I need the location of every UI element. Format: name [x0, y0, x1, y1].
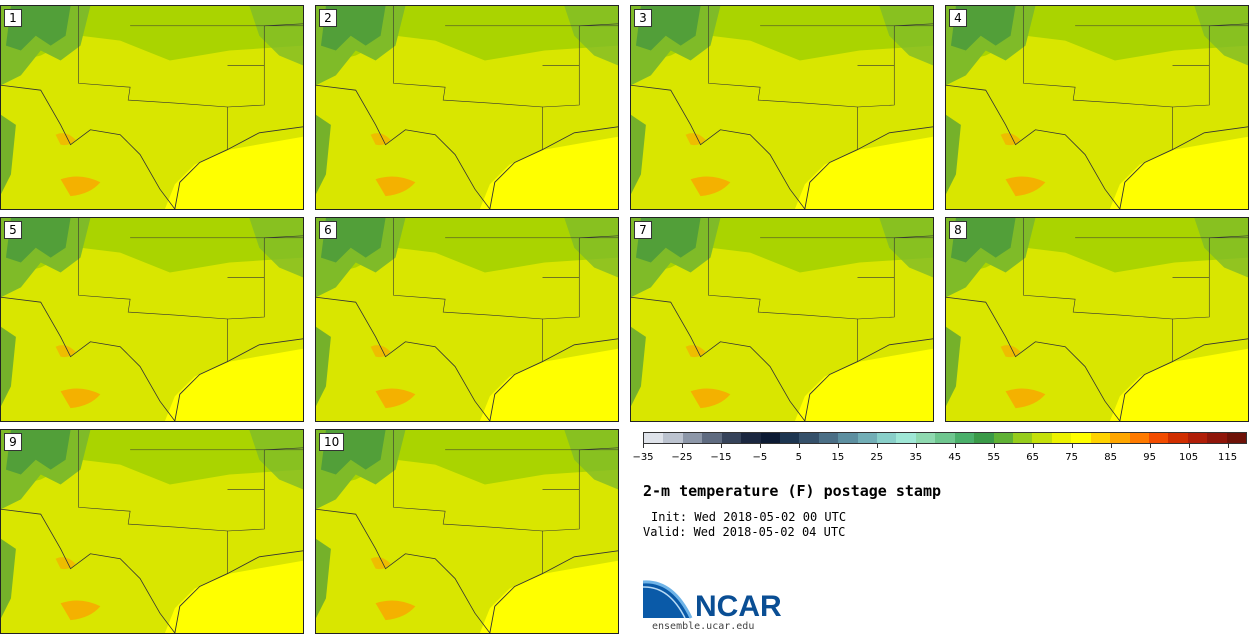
member-number: 3 — [634, 9, 652, 27]
colorbar-tick — [993, 444, 995, 448]
ncar-logo-text: NCAR — [695, 590, 782, 620]
colorbar-swatch — [663, 433, 683, 443]
init-time: Init: Wed 2018-05-02 00 UTC — [651, 510, 847, 524]
member-number: 2 — [319, 9, 337, 27]
colorbar-swatch — [896, 433, 916, 443]
colorbar-swatch — [799, 433, 819, 443]
colorbar-tick-label: 35 — [909, 452, 923, 463]
ensemble-member-map: 9 — [0, 429, 304, 634]
colorbar-ticks: −35 −25 −15 −5 5 15 25 35 45 55 65 75 85 95 105 115 — [632, 444, 1247, 466]
colorbar-tick — [798, 444, 800, 448]
colorbar-tick-label: 55 — [987, 452, 1001, 463]
colorbar-swatch — [682, 433, 703, 443]
valid-time: Valid: Wed 2018-05-02 04 UTC — [643, 525, 846, 539]
colorbar-tick — [1032, 444, 1034, 448]
colorbar-tick-label: 105 — [1179, 452, 1199, 463]
colorbar-tick — [681, 444, 683, 448]
colorbar-swatch — [779, 433, 800, 443]
colorbar-tick-label: 5 — [795, 452, 803, 463]
colorbar-tick-label: 65 — [1026, 452, 1040, 463]
colorbar — [643, 432, 1247, 444]
colorbar-tick-label: 85 — [1104, 452, 1117, 463]
ensemble-member-map: 8 — [945, 217, 1249, 422]
colorbar-swatch — [702, 433, 722, 443]
colorbar-swatch — [818, 433, 839, 443]
colorbar-swatch — [644, 433, 664, 443]
colorbar-swatch — [721, 433, 742, 443]
colorbar-tick-label: 75 — [1065, 452, 1079, 463]
colorbar-tick — [837, 444, 839, 448]
ensemble-member-map: 4 — [945, 5, 1249, 210]
ensemble-member-map: 6 — [315, 217, 619, 422]
colorbar-swatch — [1187, 433, 1208, 443]
colorbar-tick-label: 115 — [1217, 452, 1238, 463]
chart-title: 2-m temperature (F) postage stamp — [643, 482, 942, 500]
ncar-logo: NCAR — [643, 580, 782, 620]
colorbar-swatch — [877, 433, 897, 443]
colorbar-tick-label: 15 — [831, 452, 845, 463]
colorbar-tick — [1227, 444, 1229, 448]
member-number: 7 — [634, 221, 652, 239]
colorbar-swatch — [974, 433, 994, 443]
colorbar-swatch — [1032, 433, 1052, 443]
colorbar-tick-label: 45 — [948, 452, 962, 463]
colorbar-tick — [876, 444, 878, 448]
colorbar-swatch — [1090, 433, 1111, 443]
colorbar-tick — [643, 444, 644, 448]
colorbar-tick — [720, 444, 722, 448]
colorbar-tick-label: −35 — [632, 452, 654, 463]
colorbar-swatch — [1071, 433, 1091, 443]
member-number: 8 — [949, 221, 967, 239]
colorbar-swatch — [915, 433, 936, 443]
colorbar-swatch — [1148, 433, 1169, 443]
member-number: 5 — [4, 221, 22, 239]
colorbar-swatch — [935, 433, 955, 443]
colorbar-tick — [1149, 444, 1151, 448]
member-number: 4 — [949, 9, 967, 27]
colorbar-tick-label: 25 — [870, 452, 884, 463]
member-number: 6 — [319, 221, 337, 239]
colorbar-swatch — [1013, 433, 1033, 443]
colorbar-swatch — [1226, 433, 1247, 443]
colorbar-tick — [954, 444, 956, 448]
colorbar-swatch — [1110, 433, 1130, 443]
colorbar-tick-label: −5 — [752, 452, 768, 463]
ensemble-member-map: 1 — [0, 5, 304, 210]
colorbar-swatch — [1207, 433, 1227, 443]
ensemble-member-map: 10 — [315, 429, 619, 634]
ensemble-member-map: 2 — [315, 5, 619, 210]
ensemble-member-map: 5 — [0, 217, 304, 422]
colorbar-tick — [915, 444, 917, 448]
member-number: 1 — [4, 9, 22, 27]
colorbar-tick — [759, 444, 761, 448]
colorbar-swatch — [857, 433, 878, 443]
ensemble-member-map: 7 — [630, 217, 934, 422]
colorbar-swatch — [993, 433, 1014, 443]
colorbar-swatch — [1168, 433, 1188, 443]
colorbar-tick — [1110, 444, 1112, 448]
ensemble-member-map: 3 — [630, 5, 934, 210]
colorbar-swatch — [1051, 433, 1072, 443]
colorbar-swatch — [954, 433, 975, 443]
colorbar-tick-label: 95 — [1143, 452, 1156, 463]
colorbar-tick — [1188, 444, 1190, 448]
member-number: 10 — [319, 433, 345, 451]
member-number: 9 — [4, 433, 22, 451]
site-url: ensemble.ucar.edu — [652, 621, 755, 632]
colorbar-tick-label: −15 — [710, 452, 732, 463]
colorbar-swatch — [838, 433, 858, 443]
colorbar-tick-label: −25 — [671, 452, 693, 463]
colorbar-swatch — [741, 433, 761, 443]
colorbar-swatch — [1129, 433, 1149, 443]
colorbar-swatch — [760, 433, 780, 443]
colorbar-tick — [1071, 444, 1073, 448]
